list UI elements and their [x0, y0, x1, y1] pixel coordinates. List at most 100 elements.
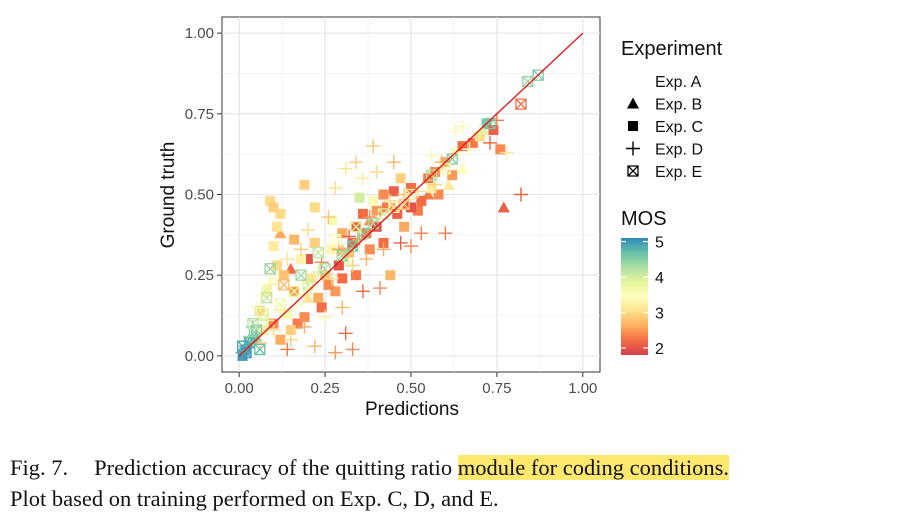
data-point: [285, 325, 296, 336]
plot-panel: [221, 16, 601, 373]
data-point: [313, 292, 324, 303]
x-tick-label: 1.00: [568, 380, 597, 397]
data-point: [259, 313, 274, 328]
data-point: [275, 334, 286, 345]
legend-key-square: [628, 121, 638, 131]
data-point: [346, 240, 359, 252]
data-point: [368, 195, 379, 206]
data-point: [247, 317, 259, 330]
data-point: [329, 234, 342, 246]
data-point: [354, 192, 365, 203]
data-point: [351, 270, 362, 281]
gridlines: [222, 17, 600, 372]
data-point: [297, 319, 312, 334]
caption-highlight: module for coding conditions.: [457, 455, 729, 480]
data-point: [442, 178, 455, 190]
data-point: [333, 260, 344, 271]
legend-mos-title: MOS: [621, 208, 667, 230]
data-point: [352, 232, 367, 247]
data-point: [433, 189, 444, 200]
data-point: [338, 161, 353, 176]
data-point: [275, 208, 286, 219]
data-point: [350, 221, 362, 233]
data-point: [249, 300, 264, 315]
data-point: [355, 171, 370, 186]
data-point: [265, 195, 276, 206]
data-point: [338, 326, 353, 341]
data-point: [513, 187, 528, 202]
y-tick-label: 0.00: [185, 348, 214, 365]
data-point: [273, 303, 288, 318]
data-point: [294, 242, 309, 257]
data-point: [495, 144, 506, 155]
y-axis-title: Ground truth: [158, 142, 179, 249]
data-point: [455, 119, 470, 134]
data-point: [522, 75, 534, 88]
data-point: [349, 155, 364, 170]
data-point: [263, 277, 278, 292]
data-point: [264, 263, 276, 275]
data-point: [257, 308, 269, 320]
legend-experiment-label: Exp. A: [655, 74, 702, 91]
legend-experiment-item: Exp. C: [628, 119, 703, 136]
data-point: [316, 302, 327, 313]
data-point: [242, 329, 257, 344]
data-point: [410, 184, 425, 199]
data-point: [497, 201, 510, 213]
colorbar-tick-label: 2: [655, 341, 664, 358]
reference-line: [238, 32, 584, 357]
data-point: [318, 310, 333, 325]
data-point: [299, 312, 310, 323]
data-point: [312, 246, 324, 259]
data-point: [309, 237, 320, 248]
figure-caption: Fig. 7. Prediction accuracy of the quitti…: [10, 452, 900, 514]
data-point: [336, 250, 348, 262]
data-point: [268, 202, 279, 213]
data-point: [300, 223, 315, 237]
legend-experiment-label: Exp. D: [655, 142, 703, 159]
data-point: [424, 148, 439, 163]
y-tick-label: 0.25: [185, 267, 214, 284]
data-point: [337, 228, 348, 239]
data-point: [299, 179, 310, 190]
data-point: [268, 241, 279, 252]
caption-text: Prediction accuracy of the quitting rati…: [94, 455, 458, 480]
legend-experiment-item: Exp. A: [655, 74, 702, 91]
data-point: [404, 239, 418, 254]
data-point: [280, 342, 295, 357]
data-point: [278, 279, 290, 291]
data-point: [326, 215, 337, 226]
data-point: [359, 252, 374, 267]
data-point: [448, 122, 463, 137]
data-point: [271, 260, 282, 271]
data-point: [271, 221, 282, 232]
data-point: [274, 298, 287, 310]
x-tick-label: 0.50: [396, 380, 425, 397]
data-point: [447, 170, 458, 181]
data-point: [258, 325, 269, 336]
data-point: [393, 235, 408, 250]
data-point: [290, 297, 305, 312]
data-point: [321, 210, 336, 225]
data-point: [472, 126, 487, 141]
data-point: [261, 286, 272, 297]
data-point: [489, 113, 504, 128]
mos-colorbar: [621, 238, 648, 355]
data-point: [376, 242, 391, 257]
data-point: [345, 342, 360, 357]
data-point: [426, 183, 437, 194]
data-point: [414, 226, 429, 241]
data-point: [373, 281, 388, 296]
data-point: [406, 202, 416, 213]
data-point: [278, 270, 289, 281]
data-point: [337, 273, 348, 284]
x-axis-title: Predictions: [365, 399, 459, 420]
data-point: [307, 339, 322, 354]
data-point: [364, 244, 375, 255]
data-point: [306, 273, 317, 284]
data-point: [371, 205, 382, 216]
data-point: [328, 345, 343, 360]
data-point: [309, 202, 320, 213]
data-point: [330, 286, 341, 297]
